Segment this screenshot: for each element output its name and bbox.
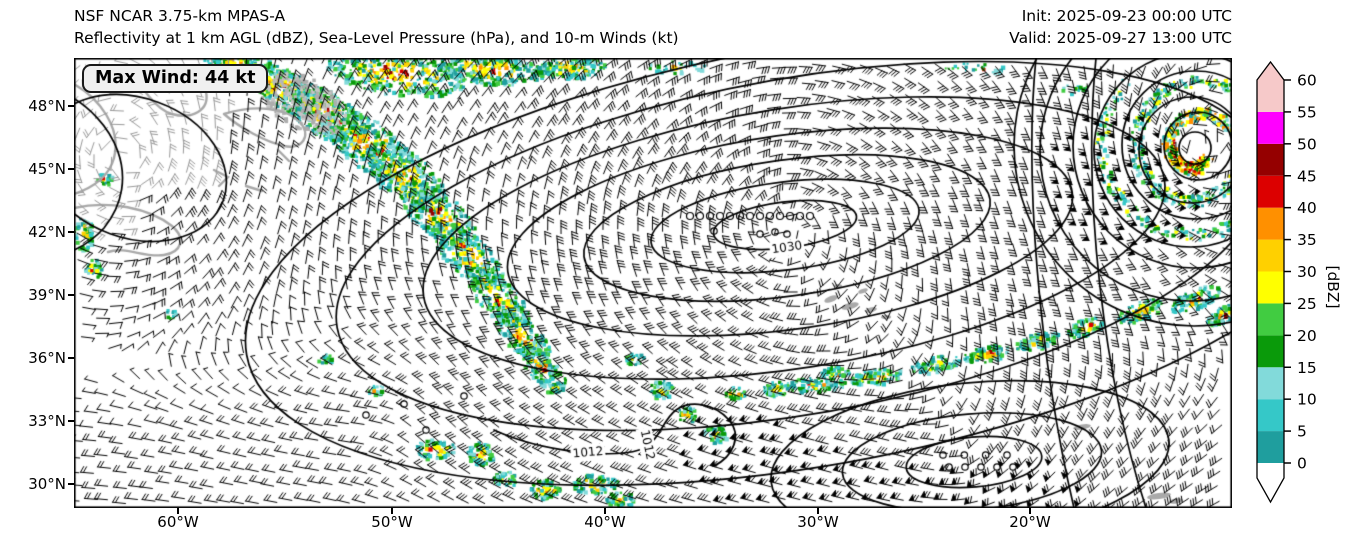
colorbar-segment	[1257, 239, 1284, 272]
x-tick-mark	[391, 508, 393, 514]
colorbar-over-arrow	[1257, 62, 1284, 80]
y-tick-label: 45°N	[28, 160, 66, 178]
y-tick-mark	[68, 420, 74, 422]
y-tick-label: 36°N	[28, 349, 66, 367]
valid-time-label: Valid: 2025-09-27 13:00 UTC	[1009, 29, 1232, 47]
colorbar-outline	[1256, 60, 1285, 504]
colorbar-tick-label: 60	[1297, 72, 1317, 90]
y-tick-label: 42°N	[28, 223, 66, 241]
colorbar-segment	[1257, 399, 1284, 432]
colorbar-tick-label: 55	[1297, 103, 1317, 121]
colorbar-segment	[1257, 175, 1284, 208]
reflectivity-colorbar: 0 5 10 15 20 25 30 35 40 45 50 55 60 [dBZ]	[1256, 60, 1342, 504]
x-tick-mark	[604, 508, 606, 514]
map-canvas	[74, 58, 1232, 508]
y-tick-mark	[68, 483, 74, 485]
y-tick-mark	[68, 231, 74, 233]
colorbar-tick-label: 45	[1297, 167, 1317, 185]
title-line-1: NSF NCAR 3.75-km MPAS-A	[74, 7, 286, 25]
x-tick-mark	[1029, 508, 1031, 514]
colorbar-segment	[1257, 111, 1284, 144]
colorbar-segment	[1257, 367, 1284, 400]
title-line-2: Reflectivity at 1 km AGL (dBZ), Sea-Leve…	[74, 29, 679, 47]
y-tick-mark	[68, 168, 74, 170]
figure-title: NSF NCAR 3.75-km MPAS-A Reflectivity at …	[74, 5, 679, 49]
max-wind-badge: Max Wind: 44 kt	[82, 64, 269, 93]
colorbar-tick-label: 50	[1297, 135, 1317, 153]
colorbar-tick-label: 20	[1297, 327, 1317, 345]
colorbar-tick-label: 40	[1297, 199, 1317, 217]
colorbar-tick-label: 5	[1297, 423, 1307, 441]
y-tick-mark	[68, 105, 74, 107]
colorbar-segment	[1257, 431, 1284, 463]
colorbar-segment	[1257, 271, 1284, 304]
y-tick-label: 30°N	[28, 475, 66, 493]
y-tick-label: 39°N	[28, 286, 66, 304]
colorbar-under-arrow	[1257, 478, 1284, 502]
x-tick-mark	[177, 508, 179, 514]
x-tick-label: 50°W	[371, 513, 413, 531]
y-tick-mark	[68, 294, 74, 296]
colorbar-tick-label: 30	[1297, 263, 1317, 281]
x-tick-label: 30°W	[797, 513, 839, 531]
y-tick-label: 48°N	[28, 97, 66, 115]
colorbar-segment	[1257, 143, 1284, 176]
colorbar-segment	[1257, 303, 1284, 336]
y-tick-mark	[68, 357, 74, 359]
colorbar-segment	[1257, 207, 1284, 240]
colorbar-segment	[1257, 335, 1284, 368]
colorbar-tick-label: 25	[1297, 295, 1317, 313]
colorbar-tick-label: 10	[1297, 391, 1317, 409]
x-tick-label: 40°W	[584, 513, 626, 531]
x-tick-label: 20°W	[1009, 513, 1051, 531]
colorbar-tick-label: 15	[1297, 359, 1317, 377]
colorbar-segment	[1257, 80, 1284, 112]
y-tick-label: 33°N	[28, 412, 66, 430]
colorbar-under-segment	[1257, 463, 1284, 478]
x-tick-mark	[817, 508, 819, 514]
x-tick-label: 60°W	[157, 513, 199, 531]
colorbar-tick-label: 35	[1297, 231, 1317, 249]
colorbar-tick-label: 0	[1297, 455, 1307, 473]
figure-timestamps: Init: 2025-09-23 00:00 UTC Valid: 2025-0…	[0, 5, 1232, 49]
colorbar-unit-label: [dBZ]	[1324, 265, 1342, 308]
init-time-label: Init: 2025-09-23 00:00 UTC	[1021, 7, 1232, 25]
